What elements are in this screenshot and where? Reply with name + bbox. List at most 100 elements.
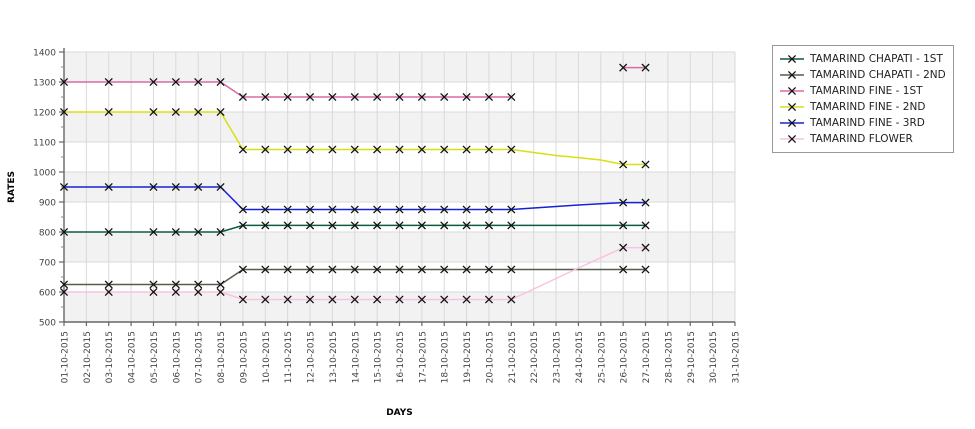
- data-point-marker: [171, 107, 180, 117]
- data-point-marker: [283, 205, 292, 214]
- x-tick-label: 31-10-2015: [732, 331, 742, 383]
- data-point-marker: [283, 265, 292, 274]
- data-point-marker: [59, 182, 69, 192]
- data-point-marker: [261, 205, 270, 214]
- data-point-marker: [238, 295, 247, 304]
- x-tick-label: 29-10-2015: [687, 331, 697, 383]
- x-tick-label: 06-10-2015: [172, 331, 182, 383]
- data-point-marker: [194, 107, 203, 117]
- data-point-marker: [238, 265, 247, 274]
- legend-item-0[interactable]: TAMARIND CHAPATI - 1ST: [779, 51, 947, 67]
- data-point-marker: [484, 265, 494, 274]
- data-point-marker: [171, 280, 180, 289]
- data-point-marker: [104, 77, 113, 87]
- data-point-marker: [305, 205, 315, 214]
- data-point-marker: [641, 63, 650, 72]
- data-point-marker: [149, 287, 158, 297]
- data-point-marker: [462, 221, 471, 230]
- series-4: [59, 182, 650, 214]
- x-tick-label: 01-10-2015: [61, 331, 71, 383]
- data-point-marker: [484, 205, 494, 214]
- data-point-marker: [440, 265, 449, 274]
- data-point-marker: [350, 145, 359, 154]
- data-point-marker: [149, 227, 158, 237]
- data-point-marker: [283, 92, 292, 102]
- y-tick-label: 1200: [33, 109, 56, 119]
- data-point-marker: [462, 265, 471, 274]
- x-tick-label: 30-10-2015: [709, 331, 719, 383]
- data-point-marker: [373, 221, 382, 230]
- y-tick-label: 900: [39, 199, 56, 209]
- data-point-marker: [238, 92, 247, 102]
- x-tick-label: 08-10-2015: [217, 331, 227, 383]
- chart-plot-area: 500 600 700 800 900 1000 1100 1200 1300 1400 01-10…: [7, 48, 742, 418]
- data-point-marker: [373, 92, 382, 102]
- x-tick-label: 03-10-2015: [105, 331, 115, 383]
- legend-item-2[interactable]: TAMARIND FINE - 1ST: [779, 83, 947, 99]
- data-point-marker: [149, 280, 158, 289]
- data-point-marker: [350, 205, 359, 214]
- x-tick-label: 16-10-2015: [396, 331, 406, 383]
- x-tick-label: 09-10-2015: [239, 331, 249, 383]
- x-tick-label: 19-10-2015: [463, 331, 473, 383]
- data-point-marker: [328, 295, 337, 304]
- data-point-marker: [417, 221, 426, 230]
- legend-item-4[interactable]: TAMARIND FINE - 3RD: [779, 115, 947, 131]
- x-tick-label: 11-10-2015: [284, 331, 294, 383]
- data-point-marker: [373, 295, 382, 304]
- data-point-marker: [619, 63, 628, 72]
- y-tick-label: 1100: [33, 139, 56, 149]
- data-point-marker: [484, 92, 494, 102]
- x-tick-label: 18-10-2015: [441, 331, 451, 383]
- data-point-marker: [328, 265, 337, 274]
- data-point-marker: [641, 243, 650, 252]
- data-point-marker: [261, 221, 270, 230]
- data-point-marker: [104, 287, 113, 297]
- data-point-marker: [462, 145, 471, 154]
- data-point-marker: [149, 182, 158, 192]
- x-axis-title: DAYS: [386, 408, 413, 418]
- data-point-marker: [216, 182, 225, 192]
- legend-item-1[interactable]: TAMARIND CHAPATI - 2ND: [779, 67, 947, 83]
- x-tick-label: 05-10-2015: [150, 331, 160, 383]
- data-point-marker: [59, 287, 69, 297]
- data-point-marker: [216, 287, 225, 297]
- legend-swatch-icon: [779, 100, 805, 114]
- y-tick-label: 500: [39, 319, 56, 329]
- x-tick-label: 13-10-2015: [329, 331, 339, 383]
- data-point-marker: [417, 205, 426, 214]
- data-point-marker: [305, 92, 315, 102]
- legend-item-label: TAMARIND FLOWER: [810, 133, 913, 145]
- data-point-marker: [216, 77, 225, 87]
- data-point-marker: [104, 280, 113, 289]
- data-point-marker: [395, 92, 404, 102]
- data-point-marker: [417, 92, 426, 102]
- data-point-marker: [641, 221, 650, 230]
- data-point-marker: [261, 265, 270, 274]
- x-tick-label: 22-10-2015: [530, 331, 540, 383]
- data-point-marker: [59, 77, 69, 87]
- data-point-marker: [507, 205, 516, 214]
- data-point-marker: [261, 295, 270, 304]
- data-point-marker: [305, 265, 315, 274]
- legend-item-3[interactable]: TAMARIND FINE - 2ND: [779, 99, 947, 115]
- x-tick-label: 28-10-2015: [664, 331, 674, 383]
- chart-legend: TAMARIND CHAPATI - 1ST TAMARIND CHAPATI -…: [772, 45, 954, 153]
- x-tick-label: 20-10-2015: [485, 331, 495, 383]
- data-point-marker: [440, 221, 449, 230]
- y-axis-title: RATES: [7, 171, 17, 203]
- legend-item-label: TAMARIND FINE - 3RD: [810, 117, 925, 129]
- data-point-marker: [440, 205, 449, 214]
- legend-item-label: TAMARIND FINE - 2ND: [810, 101, 926, 113]
- data-point-marker: [417, 265, 426, 274]
- data-point-marker: [484, 221, 494, 230]
- x-tick-label: 12-10-2015: [307, 331, 317, 383]
- legend-item-5[interactable]: TAMARIND FLOWER: [779, 131, 947, 147]
- data-point-marker: [59, 107, 69, 117]
- line-chart: 500 600 700 800 900 1000 1100 1200 1300 1400 01-10…: [7, 48, 742, 418]
- data-point-marker: [507, 295, 516, 304]
- x-tick-label: 24-10-2015: [575, 331, 585, 383]
- data-point-marker: [619, 265, 628, 274]
- x-tick-label: 23-10-2015: [553, 331, 563, 383]
